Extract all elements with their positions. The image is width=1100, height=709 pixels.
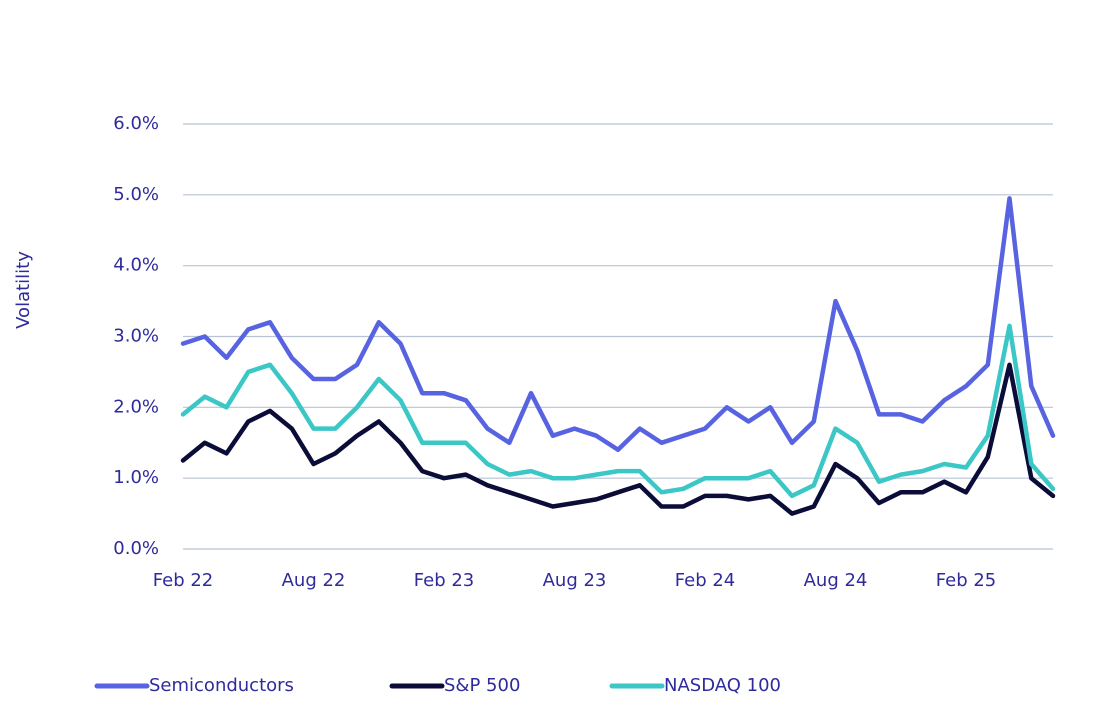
legend-label: Semiconductors	[149, 675, 294, 696]
y-axis-title: Volatility	[13, 251, 34, 329]
y-tick-label: 0.0%	[113, 538, 159, 559]
x-tick-label: Aug 23	[543, 570, 607, 591]
series-line	[180, 362, 1056, 516]
x-tick-label: Aug 22	[282, 570, 346, 591]
series-line	[180, 323, 1056, 499]
legend-label: S&P 500	[444, 675, 520, 696]
y-tick-label: 6.0%	[113, 113, 159, 134]
legend-label: NASDAQ 100	[664, 675, 781, 696]
x-tick-label: Feb 24	[675, 570, 736, 591]
y-tick-label: 2.0%	[113, 396, 159, 417]
x-tick-label: Feb 25	[936, 570, 997, 591]
x-tick-label: Feb 23	[414, 570, 475, 591]
series-line	[180, 196, 1056, 453]
x-tick-label: Aug 24	[804, 570, 868, 591]
y-tick-label: 5.0%	[113, 184, 159, 205]
y-tick-label: 4.0%	[113, 255, 159, 276]
y-tick-label: 1.0%	[113, 467, 159, 488]
y-tick-label: 3.0%	[113, 326, 159, 347]
x-tick-label: Feb 22	[153, 570, 214, 591]
